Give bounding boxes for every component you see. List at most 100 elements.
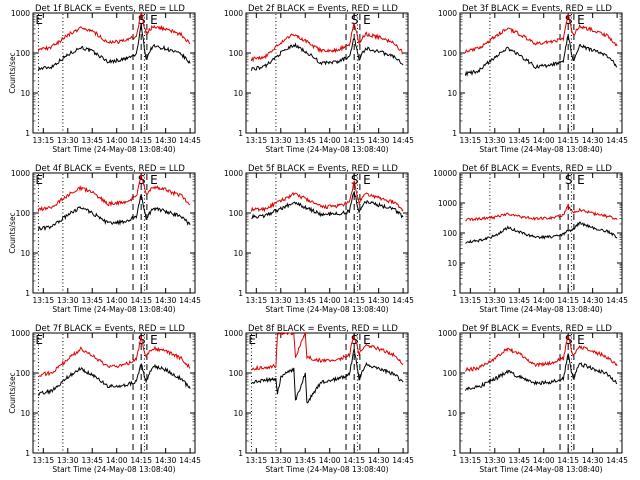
x-tick-label: 13:30 <box>270 456 292 465</box>
x-axis-label: Start Time (24-May-08 13:08:40) <box>265 465 388 474</box>
events-series-line <box>251 190 404 220</box>
panel-det-7: Det 7f BLACK = Events, RED = LLD 1 10 100 10… <box>8 324 201 474</box>
x-tick-label: 14:00 <box>533 136 555 145</box>
y-tick-label: 10 <box>447 259 457 268</box>
x-tick-label: 14:00 <box>533 456 555 465</box>
y-tick-label: 10 <box>20 89 30 98</box>
x-tick-label: 13:15 <box>246 136 268 145</box>
x-tick-label: 14:00 <box>319 456 341 465</box>
y-axis-label: Counts/sec <box>8 372 17 413</box>
events-series-line <box>464 33 618 77</box>
plot-frame <box>459 12 623 134</box>
y-tick-label: 10 <box>447 409 457 418</box>
y-tick-label: 100 <box>16 209 31 218</box>
y-tick-label: 10 <box>233 249 243 258</box>
y-tick-label: 100 <box>443 49 458 58</box>
events-series-line <box>38 363 191 397</box>
lld-series-line <box>464 13 618 54</box>
x-tick-label: 13:15 <box>246 456 268 465</box>
y-axis-label: Counts/sec <box>8 212 17 253</box>
x-tick-label: 13:30 <box>484 136 506 145</box>
x-tick-label: 13:30 <box>57 456 79 465</box>
plot-frame <box>32 172 196 294</box>
y-tick-label: 1 <box>452 289 457 298</box>
interval-marker-label: E <box>150 333 158 347</box>
events-series-line <box>37 193 191 232</box>
y-tick-label: 1000 <box>224 329 243 338</box>
x-tick-label: 14:30 <box>155 296 177 305</box>
interval-marker-label: E <box>35 333 43 347</box>
y-tick-label: 1000 <box>438 329 457 338</box>
y-tick-label: 100 <box>229 369 244 378</box>
y-tick-label: 1000 <box>438 9 457 18</box>
plot-frame <box>32 12 196 134</box>
x-tick-label: 13:45 <box>81 296 103 305</box>
panel-title: Det 3f BLACK = Events, RED = LLD <box>462 4 612 14</box>
events-series-line <box>464 353 618 391</box>
interval-marker-label: E <box>577 173 585 187</box>
x-tick-label: 14:00 <box>319 136 341 145</box>
interval-marker-label: E <box>35 13 43 27</box>
x-axis-label: Start Time (24-May-08 13:08:40) <box>265 305 388 314</box>
interval-marker-label: S <box>565 173 573 187</box>
x-tick-label: 14:30 <box>155 456 177 465</box>
interval-marker-label: S <box>565 333 573 347</box>
panel-det-3: Det 3f BLACK = Events, RED = LLD 1 10 100 10… <box>438 4 628 154</box>
lld-series-line <box>250 180 404 213</box>
x-tick-label: 14:15 <box>130 136 152 145</box>
x-tick-label: 14:00 <box>106 296 128 305</box>
x-tick-label: 13:15 <box>33 136 55 145</box>
x-tick-label: 13:30 <box>484 456 506 465</box>
x-tick-label: 14:45 <box>606 136 628 145</box>
interval-marker-label: E <box>150 173 158 187</box>
x-tick-label: 14:30 <box>582 296 604 305</box>
y-tick-label: 1 <box>25 129 30 138</box>
y-tick-label: 1 <box>238 289 243 298</box>
x-tick-label: 13:15 <box>33 456 55 465</box>
panel-det-6: Det 6f BLACK = Events, RED = LLD 1 10 100 10… <box>433 164 628 314</box>
x-tick-label: 13:30 <box>57 136 79 145</box>
panel-det-8: Det 8f BLACK = Events, RED = LLD 1 10 100 10… <box>224 324 414 474</box>
panel-title: Det 7f BLACK = Events, RED = LLD <box>35 324 185 334</box>
x-tick-label: 14:45 <box>606 456 628 465</box>
x-tick-label: 14:45 <box>179 136 201 145</box>
plot-frame <box>459 332 623 454</box>
x-tick-label: 14:30 <box>582 136 604 145</box>
interval-marker-label: E <box>363 333 371 347</box>
plot-frame <box>459 172 623 294</box>
x-tick-label: 13:45 <box>294 136 316 145</box>
x-axis-label: Start Time (24-May-08 13:08:40) <box>52 465 175 474</box>
x-tick-label: 14:15 <box>557 136 579 145</box>
x-axis-label: Start Time (24-May-08 13:08:40) <box>52 145 175 154</box>
x-tick-label: 14:00 <box>533 296 555 305</box>
x-tick-label: 13:45 <box>508 296 530 305</box>
y-tick-label: 10 <box>233 89 243 98</box>
panel-title: Det 8f BLACK = Events, RED = LLD <box>248 324 398 334</box>
x-tick-label: 13:45 <box>508 456 530 465</box>
x-tick-label: 14:15 <box>343 456 365 465</box>
x-axis-label: Start Time (24-May-08 13:08:40) <box>52 305 175 314</box>
plot-frame <box>245 172 409 294</box>
x-axis-label: Start Time (24-May-08 13:08:40) <box>479 145 602 154</box>
y-tick-label: 1000 <box>224 169 243 178</box>
x-tick-label: 13:45 <box>294 456 316 465</box>
x-tick-label: 14:30 <box>155 136 177 145</box>
interval-marker-label: E <box>35 173 43 187</box>
panel-det-1: Det 1f BLACK = Events, RED = LLD 1 10 100 10… <box>8 4 201 154</box>
x-tick-label: 14:45 <box>392 456 414 465</box>
plot-frame <box>245 332 409 454</box>
y-tick-label: 100 <box>443 229 458 238</box>
interval-marker-label: E <box>150 13 158 27</box>
panel-title: Det 4f BLACK = Events, RED = LLD <box>35 164 185 174</box>
interval-marker-label: S <box>351 13 359 27</box>
x-tick-label: 13:45 <box>294 296 316 305</box>
x-tick-label: 14:15 <box>343 296 365 305</box>
x-tick-label: 14:15 <box>557 456 579 465</box>
plot-frame <box>245 12 409 134</box>
x-tick-label: 14:15 <box>130 456 152 465</box>
panel-title: Det 2f BLACK = Events, RED = LLD <box>248 4 398 14</box>
x-tick-label: 13:45 <box>81 456 103 465</box>
x-tick-label: 14:30 <box>368 296 390 305</box>
x-tick-label: 13:15 <box>460 296 482 305</box>
